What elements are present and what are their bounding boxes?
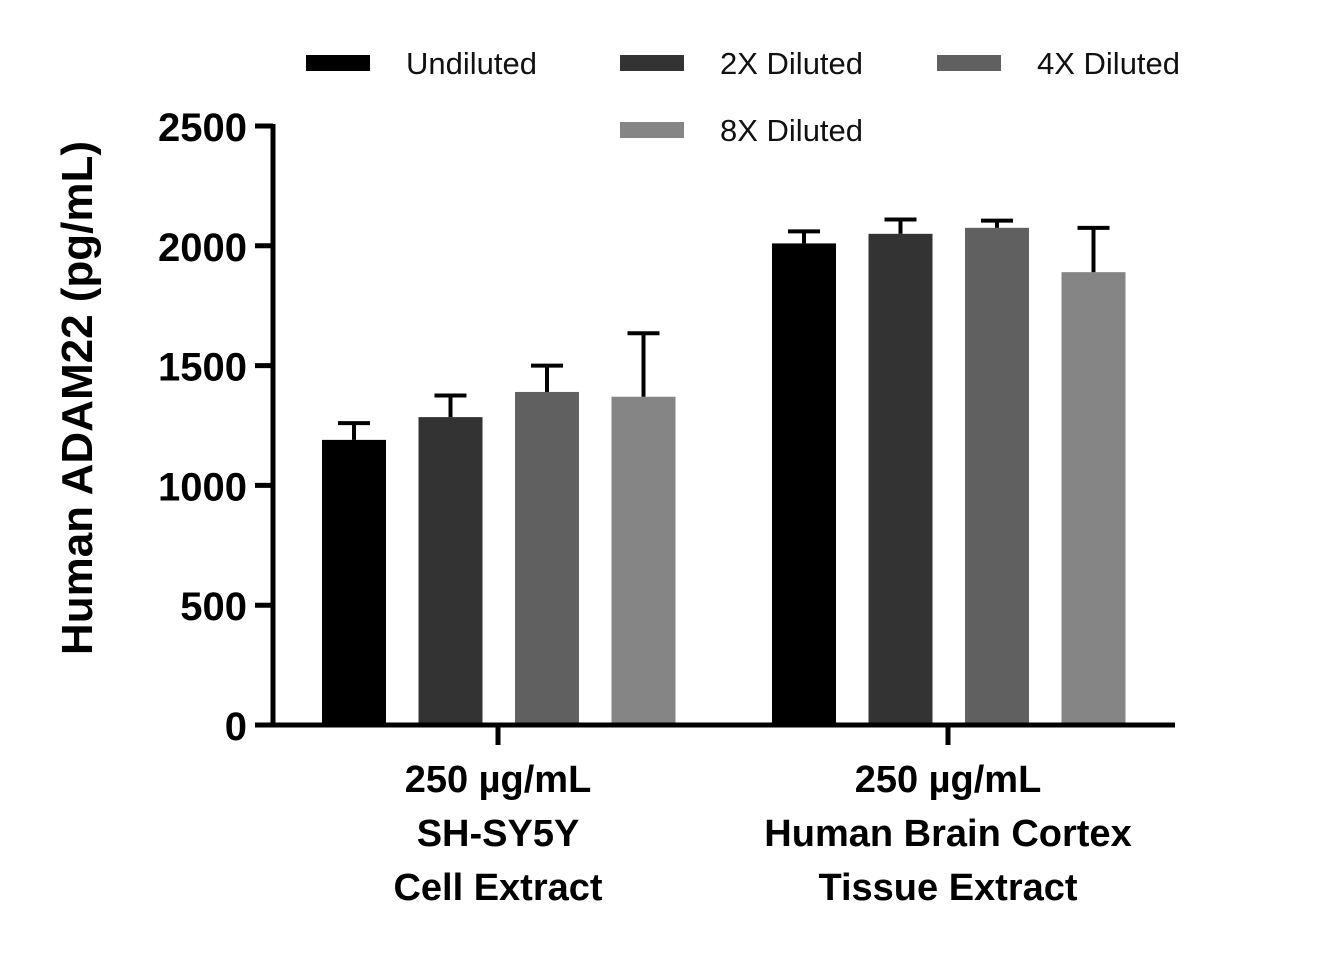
bar	[322, 439, 386, 725]
bar	[515, 391, 579, 725]
bar	[418, 417, 483, 725]
legend-swatch	[620, 55, 684, 71]
y-ticks-group: 0 500 1000 1500 2000 2500	[158, 106, 273, 749]
legend-swatch	[620, 122, 684, 138]
bar	[965, 227, 1029, 725]
x-category-label: 250 µg/mL	[405, 759, 592, 801]
y-tick-label: 2500	[158, 106, 247, 150]
x-categories-group: 250 µg/mL SH-SY5Y Cell Extract 250 µg/mL Hum…	[393, 725, 1132, 909]
x-category-label: SH-SY5Y	[417, 813, 580, 855]
axes-group	[270, 124, 1175, 728]
y-tick-label: 2000	[158, 226, 247, 270]
bar	[868, 233, 933, 725]
legend-label: 2X Diluted	[720, 46, 863, 81]
legend: Undiluted 2X Diluted 4X Diluted 8X Diluted	[306, 46, 1180, 148]
bar	[611, 396, 676, 725]
legend-swatch	[306, 55, 370, 71]
bar	[1061, 272, 1126, 725]
legend-label: 8X Diluted	[720, 113, 863, 148]
bar	[772, 243, 836, 726]
y-axis-title: Human ADAM22 (pg/mL)	[53, 141, 102, 655]
x-category-label: Human Brain Cortex	[764, 813, 1131, 855]
y-tick-label: 1500	[158, 346, 247, 390]
error-bars-group	[338, 217, 1110, 440]
legend-label: 4X Diluted	[1037, 46, 1180, 81]
y-tick-label: 500	[180, 585, 247, 629]
legend-label: Undiluted	[406, 46, 537, 81]
y-tick-label: 0	[225, 705, 247, 749]
y-tick-label: 1000	[158, 465, 247, 509]
bars-group	[322, 227, 1126, 726]
legend-swatch	[937, 55, 1001, 71]
x-category-label: Tissue Extract	[818, 867, 1077, 909]
x-category-label: Cell Extract	[393, 867, 602, 909]
x-category-label: 250 µg/mL	[855, 759, 1042, 801]
